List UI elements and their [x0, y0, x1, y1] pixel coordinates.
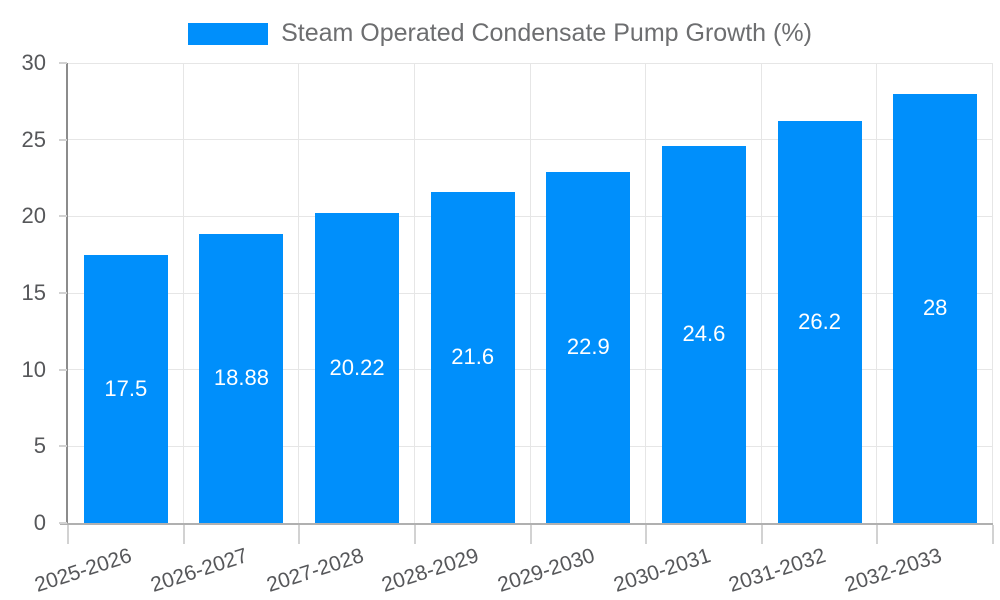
- y-tick-mark: [59, 522, 67, 524]
- legend-swatch: [188, 22, 269, 45]
- bar[interactable]: 21.6: [430, 191, 515, 523]
- legend-label: Steam Operated Condensate Pump Growth (%…: [281, 19, 812, 47]
- bar[interactable]: 28: [893, 93, 978, 523]
- vertical-gridline: [413, 63, 415, 523]
- bar[interactable]: 22.9: [546, 171, 631, 523]
- plot-area: 17.5 18.88 20.22 21.6 22.9 24.6 26.2 28: [68, 62, 993, 523]
- y-tick-label: 20: [21, 203, 46, 229]
- horizontal-gridline: [68, 445, 993, 447]
- y-tick-label: 10: [21, 356, 46, 382]
- vertical-gridline: [760, 63, 762, 523]
- vertical-gridline: [182, 63, 184, 523]
- y-tick-mark: [59, 292, 67, 294]
- bar-value-label: 22.9: [566, 334, 610, 360]
- vertical-gridline: [876, 63, 878, 523]
- legend-item[interactable]: Steam Operated Condensate Pump Growth (%…: [0, 19, 1000, 48]
- x-category-label: 2032-2033: [841, 544, 945, 597]
- horizontal-gridline: [68, 292, 993, 294]
- y-tick-label: 5: [33, 433, 46, 459]
- y-tick-label: 15: [21, 280, 46, 305]
- y-tick-label: 25: [21, 126, 46, 152]
- x-category-label: 2028-2029: [379, 544, 482, 597]
- x-category-label: 2027-2028: [263, 544, 367, 597]
- bar[interactable]: 18.88: [199, 233, 284, 523]
- bar[interactable]: 20.22: [315, 212, 400, 523]
- vertical-gridline: [645, 63, 647, 523]
- y-axis-line: [66, 63, 68, 525]
- x-tick-mark: [645, 525, 648, 544]
- x-category-label: 2029-2030: [494, 544, 598, 597]
- x-tick-mark: [529, 525, 532, 544]
- horizontal-gridline: [68, 139, 993, 141]
- bar[interactable]: 17.5: [83, 254, 168, 523]
- y-tick-label: 0: [33, 510, 46, 535]
- y-tick-mark: [59, 62, 67, 64]
- x-category-label: 2026-2027: [147, 544, 251, 597]
- y-tick-mark: [59, 445, 67, 448]
- vertical-gridline: [992, 63, 993, 523]
- x-tick-mark: [992, 525, 994, 544]
- y-tick-label: 30: [21, 50, 46, 75]
- bar-value-label: 18.88: [213, 365, 269, 391]
- x-tick-mark: [876, 525, 879, 544]
- vertical-gridline: [298, 63, 300, 523]
- bar-value-label: 28: [922, 295, 948, 321]
- bar-value-label: 26.2: [798, 309, 841, 335]
- bar-value-label: 24.6: [682, 321, 726, 347]
- bar-value-label: 17.5: [104, 375, 148, 401]
- horizontal-gridline: [68, 215, 993, 217]
- x-tick-mark: [298, 525, 301, 544]
- x-category-label: 2025-2026: [32, 544, 135, 597]
- x-axis-line: [60, 523, 993, 525]
- y-tick-mark: [59, 215, 67, 218]
- horizontal-gridline: [68, 369, 993, 371]
- x-tick-mark: [67, 525, 69, 544]
- x-category-label: 2030-2031: [610, 544, 714, 597]
- y-tick-mark: [59, 138, 67, 141]
- x-tick-mark: [182, 525, 185, 544]
- vertical-gridline: [529, 63, 531, 523]
- y-tick-mark: [59, 368, 67, 371]
- bar[interactable]: 24.6: [661, 145, 746, 523]
- horizontal-gridline: [68, 62, 993, 64]
- x-category-label: 2031-2032: [726, 544, 829, 597]
- bar-value-label: 21.6: [451, 344, 495, 370]
- x-tick-mark: [413, 525, 416, 544]
- x-tick-mark: [760, 525, 763, 544]
- bar[interactable]: 26.2: [777, 121, 862, 523]
- bar-value-label: 20.22: [329, 354, 385, 380]
